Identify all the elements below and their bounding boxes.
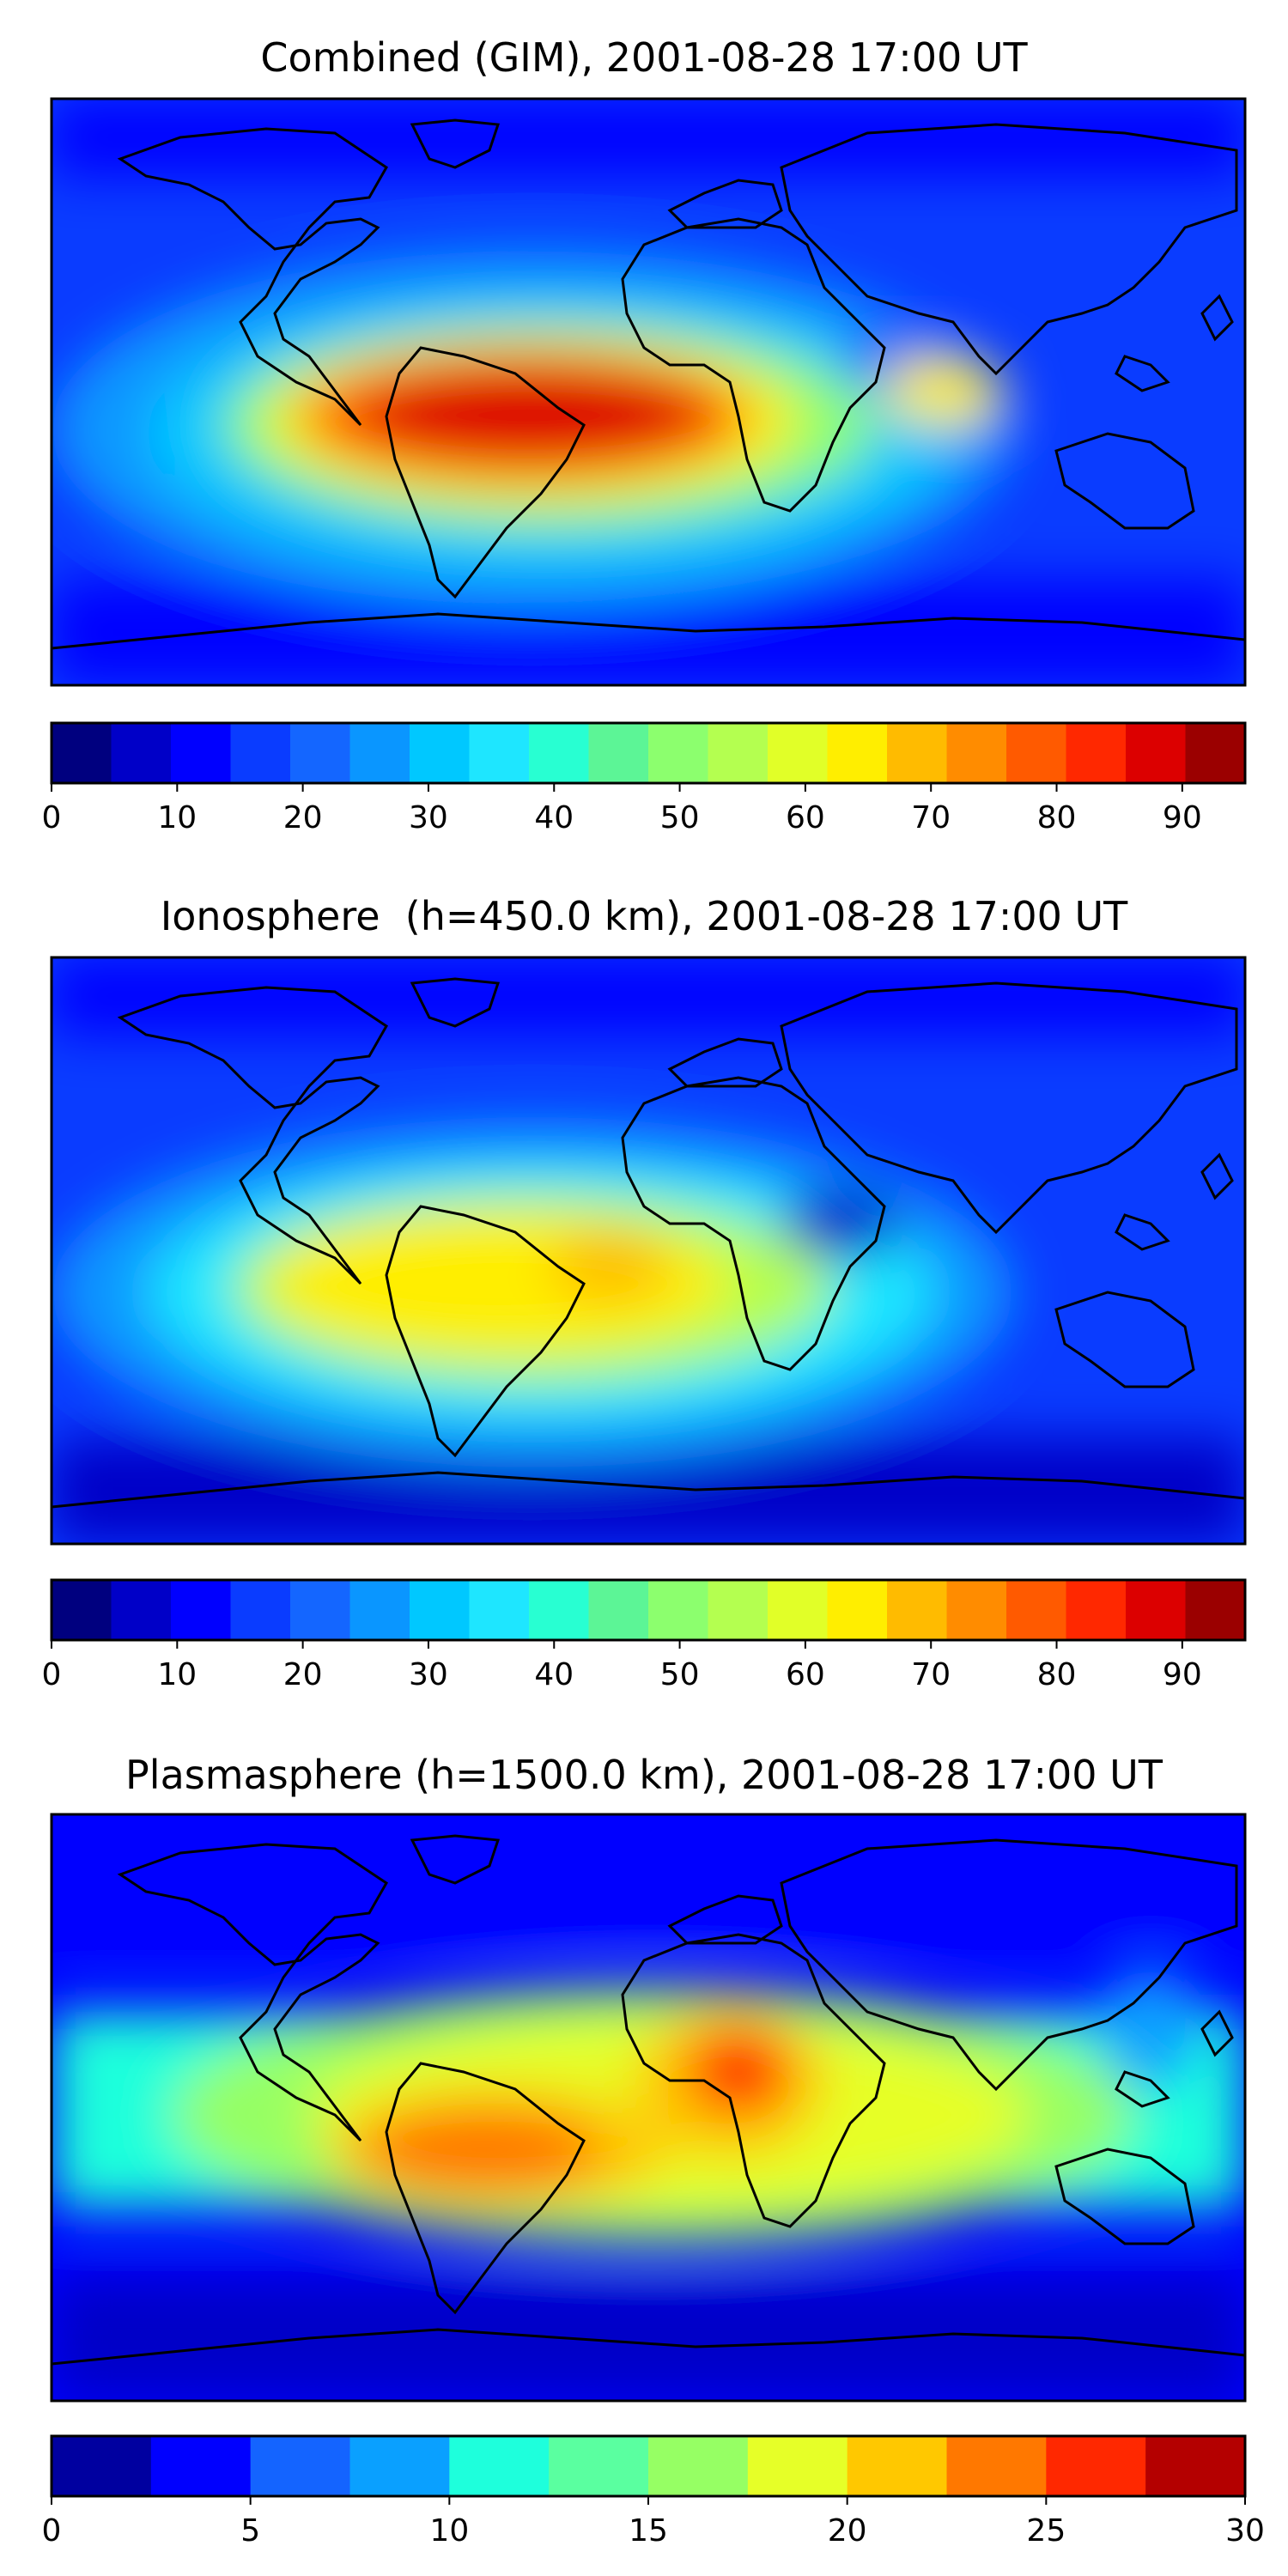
colorbar-swatch	[1126, 1580, 1187, 1640]
colorbar-swatch	[747, 2436, 848, 2496]
colorbar-swatch	[410, 723, 471, 783]
colorbar-tick-label: 20	[828, 2513, 867, 2549]
colorbar-swatch	[171, 1580, 232, 1640]
colorbar-tick-label: 40	[534, 1657, 574, 1692]
colorbar-swatch	[1185, 723, 1246, 783]
colorbar-tick-label: 60	[786, 800, 825, 835]
colorbar-swatch	[1006, 1580, 1067, 1640]
colorbar-swatch	[847, 2436, 948, 2496]
colorbar-swatch	[52, 2436, 152, 2496]
colorbar-tick-label: 40	[534, 800, 574, 835]
colorbar-swatch	[1066, 723, 1127, 783]
colorbar-swatch	[648, 723, 709, 783]
colorbar-swatch	[349, 723, 410, 783]
colorbar-swatch	[111, 1580, 172, 1640]
colorbar-tick-label: 10	[429, 2513, 469, 2549]
panel-3-title: Plasmasphere (h=1500.0 km), 2001-08-28 1…	[125, 1752, 1163, 1798]
colorbar-swatch	[290, 723, 351, 783]
colorbar-swatch	[410, 1580, 471, 1640]
colorbar-tick-label: 0	[42, 800, 62, 835]
colorbar-tick-label: 30	[1225, 2513, 1265, 2549]
colorbar-swatch	[1046, 2436, 1146, 2496]
colorbar-swatch	[349, 1580, 410, 1640]
colorbar-swatch	[150, 2436, 252, 2496]
colorbar-tick-label: 50	[660, 1657, 700, 1692]
colorbar-swatch	[827, 1580, 888, 1640]
colorbar-swatch	[827, 723, 888, 783]
colorbar-swatch	[887, 723, 948, 783]
colorbar-swatch	[230, 723, 291, 783]
colorbar-swatch	[529, 723, 590, 783]
colorbar-swatch	[529, 1580, 590, 1640]
colorbar-swatch	[768, 1580, 829, 1640]
colorbar-tick-label: 70	[911, 1657, 951, 1692]
colorbar-swatch	[648, 2436, 749, 2496]
colorbar-swatch	[1185, 1580, 1246, 1640]
colorbar-tick-label: 10	[157, 1657, 197, 1692]
colorbar-swatch	[708, 723, 769, 783]
colorbar-tick-label: 50	[660, 800, 700, 835]
colorbar-swatch	[549, 2436, 649, 2496]
colorbar-tick-label: 25	[1026, 2513, 1066, 2549]
colorbar-tick-label: 0	[42, 2513, 62, 2549]
colorbar-tick-label: 70	[911, 800, 951, 835]
colorbar-frame	[50, 1578, 1247, 1642]
colorbar-swatch	[1066, 1580, 1127, 1640]
colorbar-tick-label: 30	[409, 800, 448, 835]
colorbar-swatch	[946, 2436, 1047, 2496]
colorbar-tick-label: 5	[240, 2513, 260, 2549]
colorbar-tick-label: 80	[1037, 1657, 1077, 1692]
colorbar-swatch	[469, 723, 530, 783]
colorbar-swatch	[250, 2436, 351, 2496]
colorbar-tick-label: 20	[283, 800, 323, 835]
panel-1-colorbar: 0 10 20 30 40 50 60 70 80 90	[42, 721, 1247, 835]
colorbar-tick-label: 90	[1163, 1657, 1202, 1692]
panel-3-colorbar: 0 5 10 15 20 25 30	[42, 2434, 1265, 2549]
panel-1-title: Combined (GIM), 2001-08-28 17:00 UT	[260, 34, 1028, 81]
colorbar-swatch	[1126, 723, 1187, 783]
panel-2-title: Ionosphere (h=450.0 km), 2001-08-28 17:0…	[160, 893, 1128, 939]
colorbar-swatch	[588, 723, 649, 783]
colorbar-swatch	[1145, 2436, 1246, 2496]
colorbar-swatch	[708, 1580, 769, 1640]
colorbar-swatch	[449, 2436, 550, 2496]
colorbar-swatch	[946, 723, 1007, 783]
colorbar-tick-label: 0	[42, 1657, 62, 1692]
colorbar-swatch	[52, 723, 112, 783]
colorbar-swatch	[946, 1580, 1007, 1640]
colorbar-swatch	[768, 723, 829, 783]
colorbar-tick-label: 90	[1163, 800, 1202, 835]
colorbar-tick-label: 60	[786, 1657, 825, 1692]
colorbar-swatch	[230, 1580, 291, 1640]
colorbar-swatch	[52, 1580, 112, 1640]
colorbar-swatch	[588, 1580, 649, 1640]
colorbar-tick-label: 10	[157, 800, 197, 835]
colorbar-swatch	[171, 723, 232, 783]
colorbar-tick-label: 80	[1037, 800, 1077, 835]
colorbar-swatch	[887, 1580, 948, 1640]
colorbar-swatch	[349, 2436, 450, 2496]
colorbar-tick-label: 15	[629, 2513, 668, 2549]
colorbar-swatch	[1006, 723, 1067, 783]
panel-2-colorbar: 0 10 20 30 40 50 60 70 80 90	[42, 1578, 1247, 1692]
colorbar-swatch	[648, 1580, 709, 1640]
colorbar-tick-label: 20	[283, 1657, 323, 1692]
colorbar-swatch	[111, 723, 172, 783]
colorbar-swatch	[290, 1580, 351, 1640]
colorbar-tick-label: 30	[409, 1657, 448, 1692]
colorbar-swatch	[469, 1580, 530, 1640]
colorbar-frame	[50, 721, 1247, 785]
